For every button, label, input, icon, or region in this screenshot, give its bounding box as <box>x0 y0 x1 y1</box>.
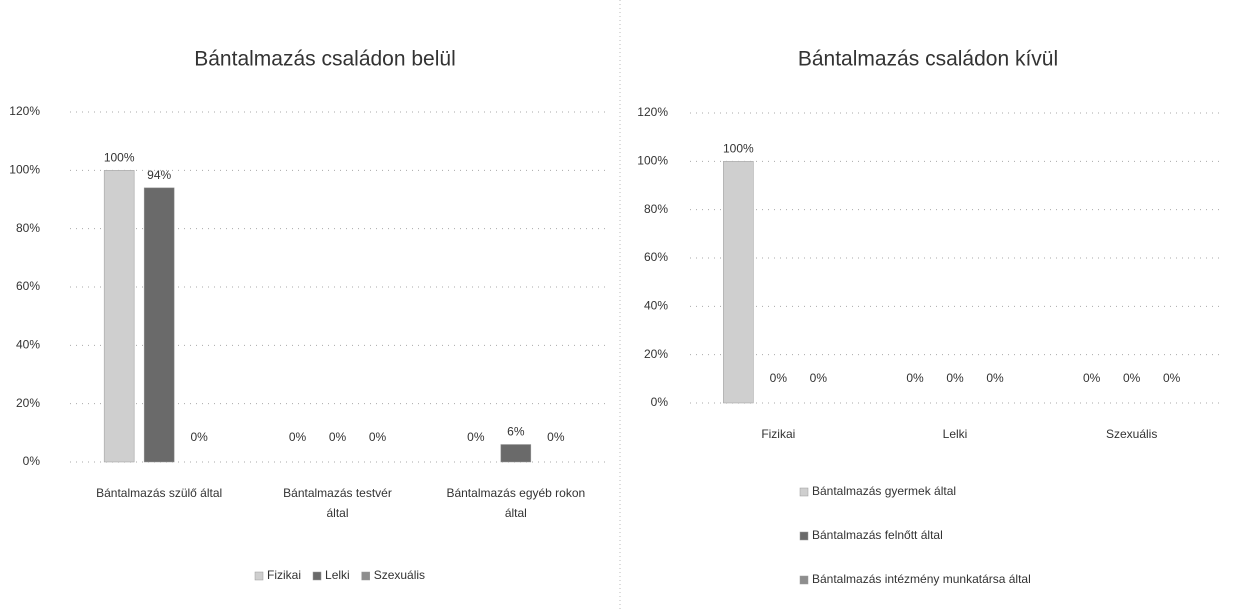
value-label: 94% <box>147 168 171 182</box>
value-label: 100% <box>723 142 754 156</box>
bar <box>500 444 532 463</box>
x-tick-label: Bántalmazás szülő által <box>96 486 222 500</box>
x-tick-label: Bántalmazás egyéb rokon által <box>446 486 585 520</box>
y-tick-label: 120% <box>637 105 668 119</box>
legend-swatch <box>799 575 809 585</box>
legend-label: Fizikai <box>267 568 301 582</box>
y-tick-label: 60% <box>644 250 668 264</box>
legend-label: Lelki <box>325 568 350 582</box>
legend-label: Szexuális <box>374 568 425 582</box>
value-label: 0% <box>906 371 924 385</box>
value-label: 0% <box>986 371 1004 385</box>
value-label: 0% <box>329 430 347 444</box>
x-tick-label: Fizikai <box>761 427 795 441</box>
value-label: 0% <box>369 430 387 444</box>
bar <box>723 161 754 404</box>
legend-swatch <box>312 571 322 581</box>
y-tick-label: 80% <box>644 202 668 216</box>
bar <box>103 170 135 463</box>
legend-swatch <box>799 487 809 497</box>
legend-label: Bántalmazás intézmény munkatársa által <box>812 572 1031 586</box>
y-tick-label: 100% <box>637 154 668 168</box>
legend-label: Bántalmazás felnőtt által <box>812 528 943 542</box>
y-tick-label: 0% <box>651 395 669 409</box>
x-tick-label: Lelki <box>943 427 968 441</box>
y-tick-label: 20% <box>16 396 40 410</box>
value-label: 0% <box>467 430 485 444</box>
x-tick-label: Szexuális <box>1106 427 1157 441</box>
y-tick-label: 60% <box>16 279 40 293</box>
value-label: 0% <box>190 430 208 444</box>
bar <box>143 187 175 463</box>
value-label: 0% <box>770 371 788 385</box>
legend-label: Bántalmazás gyermek által <box>812 484 956 498</box>
legend-swatch <box>254 571 264 581</box>
y-tick-label: 20% <box>644 347 668 361</box>
y-tick-label: 100% <box>9 163 40 177</box>
chart-title: Bántalmazás családon belül <box>194 48 456 71</box>
y-tick-label: 40% <box>644 299 668 313</box>
value-label: 0% <box>1163 371 1181 385</box>
value-label: 0% <box>289 430 307 444</box>
value-label: 100% <box>104 151 135 165</box>
legend-swatch <box>361 571 370 581</box>
value-label: 0% <box>1083 371 1101 385</box>
value-label: 0% <box>1123 371 1141 385</box>
y-tick-label: 80% <box>16 221 40 235</box>
chart-title: Bántalmazás családon kívül <box>798 48 1058 71</box>
x-tick-label: Bántalmazás testvér által <box>283 486 392 520</box>
value-label: 6% <box>507 425 525 439</box>
y-tick-label: 0% <box>23 454 41 468</box>
value-label: 0% <box>810 371 828 385</box>
y-tick-label: 40% <box>16 338 40 352</box>
value-label: 0% <box>946 371 964 385</box>
legend-swatch <box>799 531 809 541</box>
value-label: 0% <box>547 430 565 444</box>
y-tick-label: 120% <box>9 104 40 118</box>
